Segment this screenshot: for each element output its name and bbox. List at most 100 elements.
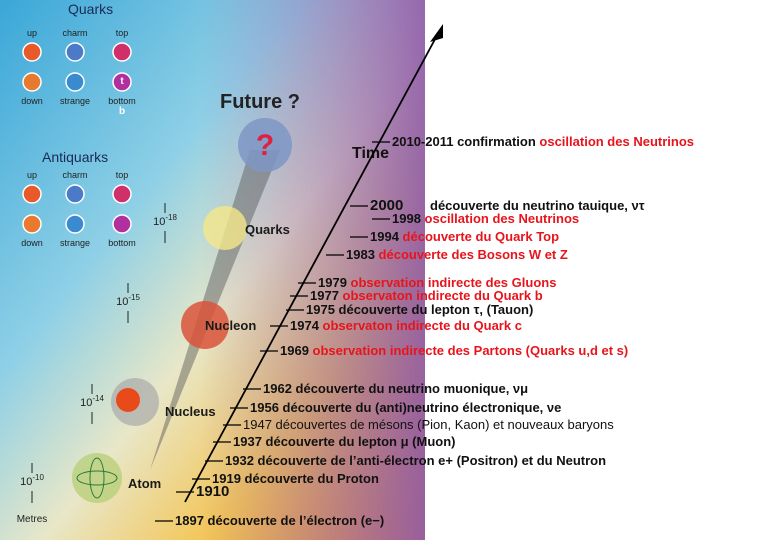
- atom-orbit: [89, 457, 105, 499]
- particle-label: top: [116, 28, 129, 38]
- event-highlight: observation indirecte des Partons (Quark…: [313, 343, 629, 358]
- particle-icon: [65, 42, 85, 62]
- event: 1962 découverte du neutrino muonique, νμ: [263, 381, 528, 396]
- event-label: 1947 découvertes de mésons (Pion, Kaon) …: [243, 417, 614, 432]
- event: 1979 observation indirecte des Gluons: [318, 275, 556, 290]
- event-label: 1983: [346, 247, 379, 262]
- event-label: 1975 découverte du lepton τ, (Tauon): [306, 302, 533, 317]
- event-highlight: oscillation des Neutrinos: [539, 134, 694, 149]
- scale-exp: -18: [165, 213, 177, 222]
- scale-value: 10-15: [116, 293, 140, 308]
- event-label: 2000: [370, 197, 403, 214]
- event: 1969 observation indirecte des Partons (…: [280, 343, 628, 358]
- atom-orbit: [76, 470, 118, 486]
- scale-exp: -10: [32, 473, 44, 482]
- quark-symbol: b: [119, 106, 125, 117]
- event: 1937 découverte du lepton μ (Muon): [233, 434, 455, 449]
- event-highlight: observaton indirecte du Quark b: [343, 288, 543, 303]
- event: 2010-2011 confirmation oscillation des N…: [392, 134, 694, 149]
- quark-symbol: t: [120, 76, 124, 87]
- event: 1947 découvertes de mésons (Pion, Kaon) …: [243, 417, 614, 432]
- particle-icon: [112, 184, 132, 204]
- particle-label: bottom: [108, 238, 136, 248]
- particle-icon: [112, 72, 132, 92]
- particle-icon: [65, 184, 85, 204]
- particle-label: up: [27, 28, 37, 38]
- scale-name: Atom: [128, 476, 161, 491]
- nucleus-core: [116, 388, 140, 412]
- particle-icon: [65, 72, 85, 92]
- particle-label: top: [116, 170, 129, 180]
- event-label: 1910: [196, 483, 229, 500]
- event-highlight: observaton indirecte du Quark c: [323, 318, 522, 333]
- event: 1975 découverte du lepton τ, (Tauon): [306, 302, 533, 317]
- particle-icon: [22, 214, 42, 234]
- event: 1910: [196, 483, 229, 500]
- event-label: 1994: [370, 229, 403, 244]
- event-label: 2010-2011 confirmation: [392, 134, 539, 149]
- event-label: 1979: [318, 275, 351, 290]
- event-highlight: observation indirecte des Gluons: [351, 275, 557, 290]
- event: 2000: [370, 197, 403, 214]
- quarks-title: Quarks: [68, 1, 113, 17]
- event-label: 1956 découverte du (anti)neutrino électr…: [250, 400, 561, 415]
- scale-name: Nucleus: [165, 404, 216, 419]
- background-tint: [200, 0, 425, 540]
- antiquarks-title: Antiquarks: [42, 149, 108, 165]
- axis-label: Time: [352, 145, 389, 162]
- scale-value: 10-10: [20, 473, 44, 488]
- event-label: 1937 découverte du lepton μ (Muon): [233, 434, 455, 449]
- scale-base: 10: [20, 476, 32, 488]
- future-orb: [238, 118, 292, 172]
- scale-base: 10: [153, 216, 165, 228]
- event: 1977 observaton indirecte du Quark b: [310, 288, 543, 303]
- event-label: 1932 découverte de l’anti-électron e+ (P…: [225, 453, 606, 468]
- event-highlight: découverte du Quark Top: [403, 229, 560, 244]
- scale-value: 10-18: [153, 213, 177, 228]
- particle-icon: [22, 184, 42, 204]
- particle-icon: [112, 214, 132, 234]
- particle-icon: [112, 42, 132, 62]
- future-label: Future ?: [220, 91, 300, 113]
- scale-exp: -14: [92, 394, 104, 403]
- particle-label: strange: [60, 96, 90, 106]
- event-note: découverte du neutrino tauique, ντ: [430, 198, 645, 213]
- event: 1919 découverte du Proton: [212, 471, 379, 486]
- particle-icon: [22, 42, 42, 62]
- event-label: 1919 découverte du Proton: [212, 471, 379, 486]
- event-highlight: découverte des Bosons W et Z: [379, 247, 568, 262]
- event-label: 1974: [290, 318, 323, 333]
- event: 1974 observaton indirecte du Quark c: [290, 318, 522, 333]
- event: 1994 découverte du Quark Top: [370, 229, 559, 244]
- particle-label: down: [21, 96, 43, 106]
- event: 1897 découverte de l’électron (e−): [175, 513, 384, 528]
- scale-name: Nucleon: [205, 318, 256, 333]
- arrow-head: [430, 24, 443, 42]
- particle-label: charm: [62, 170, 87, 180]
- particle-label: strange: [60, 238, 90, 248]
- scale-value: 10-14: [80, 394, 104, 409]
- nucleon-orb: [181, 301, 229, 349]
- event-label: 1962 découverte du neutrino muonique, νμ: [263, 381, 528, 396]
- particle-label: charm: [62, 28, 87, 38]
- event: 1983 découverte des Bosons W et Z: [346, 247, 568, 262]
- scale-name: Quarks: [245, 222, 290, 237]
- event-label: 1969: [280, 343, 313, 358]
- particle-label: down: [21, 238, 43, 248]
- scale-exp: -15: [128, 293, 140, 302]
- scale-base: 10: [80, 397, 92, 409]
- atom-orb: [72, 453, 122, 503]
- unit-label: Metres: [17, 514, 48, 525]
- particle-label: bottom: [108, 96, 136, 106]
- event-highlight: oscillation des Neutrinos: [425, 211, 580, 226]
- event-label: 1998: [392, 211, 425, 226]
- quarks-orb: [203, 206, 247, 250]
- event: 1956 découverte du (anti)neutrino électr…: [250, 400, 561, 415]
- event-label: 1977: [310, 288, 343, 303]
- scale-base: 10: [116, 296, 128, 308]
- particle-icon: [65, 214, 85, 234]
- time-arrow: [184, 29, 441, 503]
- particle-label: up: [27, 170, 37, 180]
- event: 1932 découverte de l’anti-électron e+ (P…: [225, 453, 606, 468]
